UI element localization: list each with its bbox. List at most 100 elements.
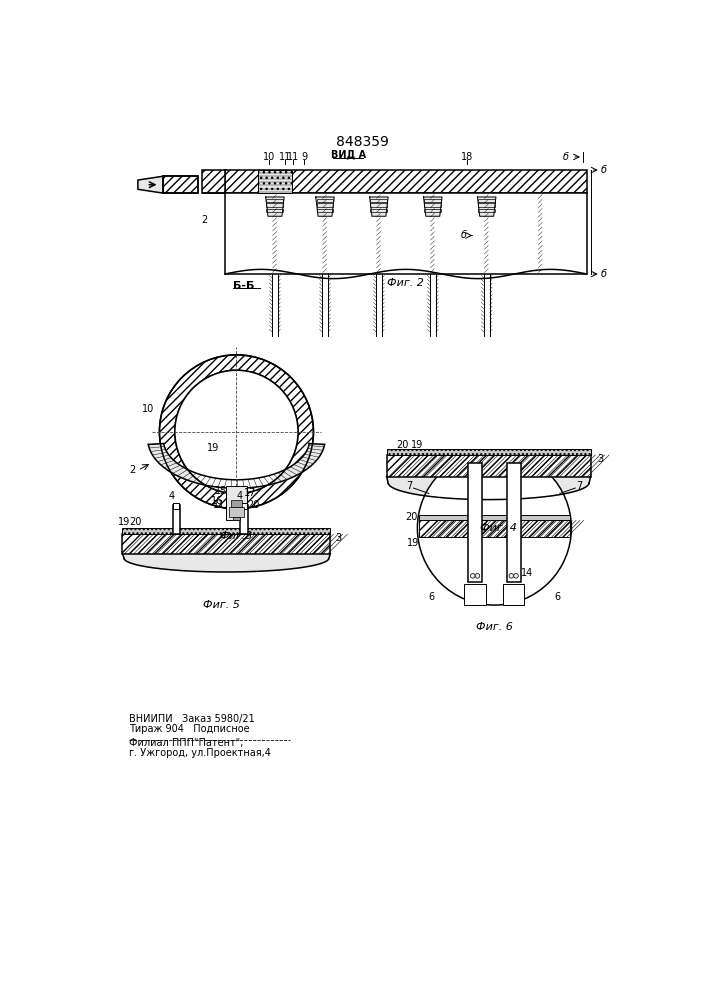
Polygon shape [266,197,284,216]
Text: 19: 19 [207,443,219,453]
Circle shape [514,574,518,578]
Polygon shape [423,197,442,216]
Bar [478,209,495,212]
Text: 4: 4 [169,491,175,501]
Polygon shape [122,554,330,572]
Bar [478,203,495,207]
Ellipse shape [160,355,313,509]
Text: б: б [601,269,607,279]
Text: 19: 19 [407,538,420,548]
Polygon shape [138,176,163,193]
Bar [233,517,240,520]
Text: Фиг. 2: Фиг. 2 [387,278,424,288]
Bar [229,507,244,517]
Bar [173,503,180,509]
Bar [468,463,482,582]
Text: 18: 18 [461,152,474,162]
Bar [317,203,334,207]
Text: б: б [460,231,467,240]
Text: 20: 20 [247,500,259,510]
Bar [370,203,387,207]
Bar [258,170,292,193]
Bar [419,520,570,537]
Circle shape [509,574,514,578]
Bar [507,463,520,582]
Polygon shape [387,477,590,500]
Ellipse shape [175,370,298,493]
Bar [122,534,330,554]
Bar [424,199,441,202]
Bar [201,170,225,193]
Text: 19: 19 [118,517,130,527]
Text: Фиг. 6: Фиг. 6 [476,622,513,632]
Text: 11: 11 [286,152,299,162]
Text: б: б [563,152,569,162]
Circle shape [471,574,475,578]
Text: 17: 17 [244,488,257,498]
Text: ВИД А: ВИД А [331,150,366,160]
Bar [478,199,495,202]
Bar [387,455,590,477]
Circle shape [475,574,480,578]
Bar [424,203,441,207]
Text: 10: 10 [142,404,154,414]
Text: 11: 11 [279,152,291,162]
Text: 9: 9 [301,152,308,162]
Text: Фиг. 5: Фиг. 5 [203,600,240,610]
Text: 20: 20 [405,512,417,522]
Text: 19: 19 [411,440,423,450]
Bar [225,170,587,193]
Text: б: б [601,165,607,175]
Text: 7: 7 [407,481,413,491]
Text: 20: 20 [129,517,142,527]
Text: Филиал ППП"Патент",: Филиал ППП"Патент", [129,738,243,748]
Text: 2: 2 [201,215,207,225]
Text: 3: 3 [597,454,603,464]
Text: Тираж 904   Подписное: Тираж 904 Подписное [129,724,250,734]
Bar [240,505,248,534]
Text: Фиг.3: Фиг.3 [220,531,253,541]
Bar [267,209,284,212]
Text: 10: 10 [263,152,275,162]
Bar [231,500,242,507]
Bar [387,449,590,455]
Bar [464,584,486,605]
Text: 15: 15 [215,486,227,496]
Polygon shape [148,444,325,488]
Text: 11: 11 [214,500,226,510]
Bar [267,199,284,202]
Bar [267,203,284,207]
Bar [419,515,570,520]
Ellipse shape [175,370,298,493]
Bar [241,503,247,509]
Bar [370,199,387,202]
Bar [503,584,525,605]
Bar [424,209,441,212]
Circle shape [417,451,571,605]
Bar [163,176,198,193]
Text: 14: 14 [520,568,533,578]
Bar [173,505,180,534]
Text: 16: 16 [211,496,223,506]
Text: 848359: 848359 [337,135,389,149]
Text: 2: 2 [129,465,136,475]
Text: Б-Б: Б-Б [233,281,255,291]
Text: 6: 6 [428,592,434,602]
Text: 7: 7 [576,481,583,491]
Text: ВНИИПИ   Заказ 5980/21: ВНИИПИ Заказ 5980/21 [129,714,255,724]
Text: 3: 3 [335,533,341,543]
Text: 6: 6 [554,592,561,602]
Text: 20: 20 [396,440,408,450]
Bar [317,209,334,212]
Bar [122,528,330,534]
Polygon shape [477,197,496,216]
Text: Фиг. 4: Фиг. 4 [480,523,517,533]
Bar [225,193,587,274]
Bar [163,176,198,193]
Text: 4: 4 [236,491,243,501]
Polygon shape [316,197,334,216]
Bar [370,209,387,212]
Bar [226,486,247,520]
Text: г. Ужгород, ул.Проектная,4: г. Ужгород, ул.Проектная,4 [129,748,271,758]
Bar [317,199,334,202]
